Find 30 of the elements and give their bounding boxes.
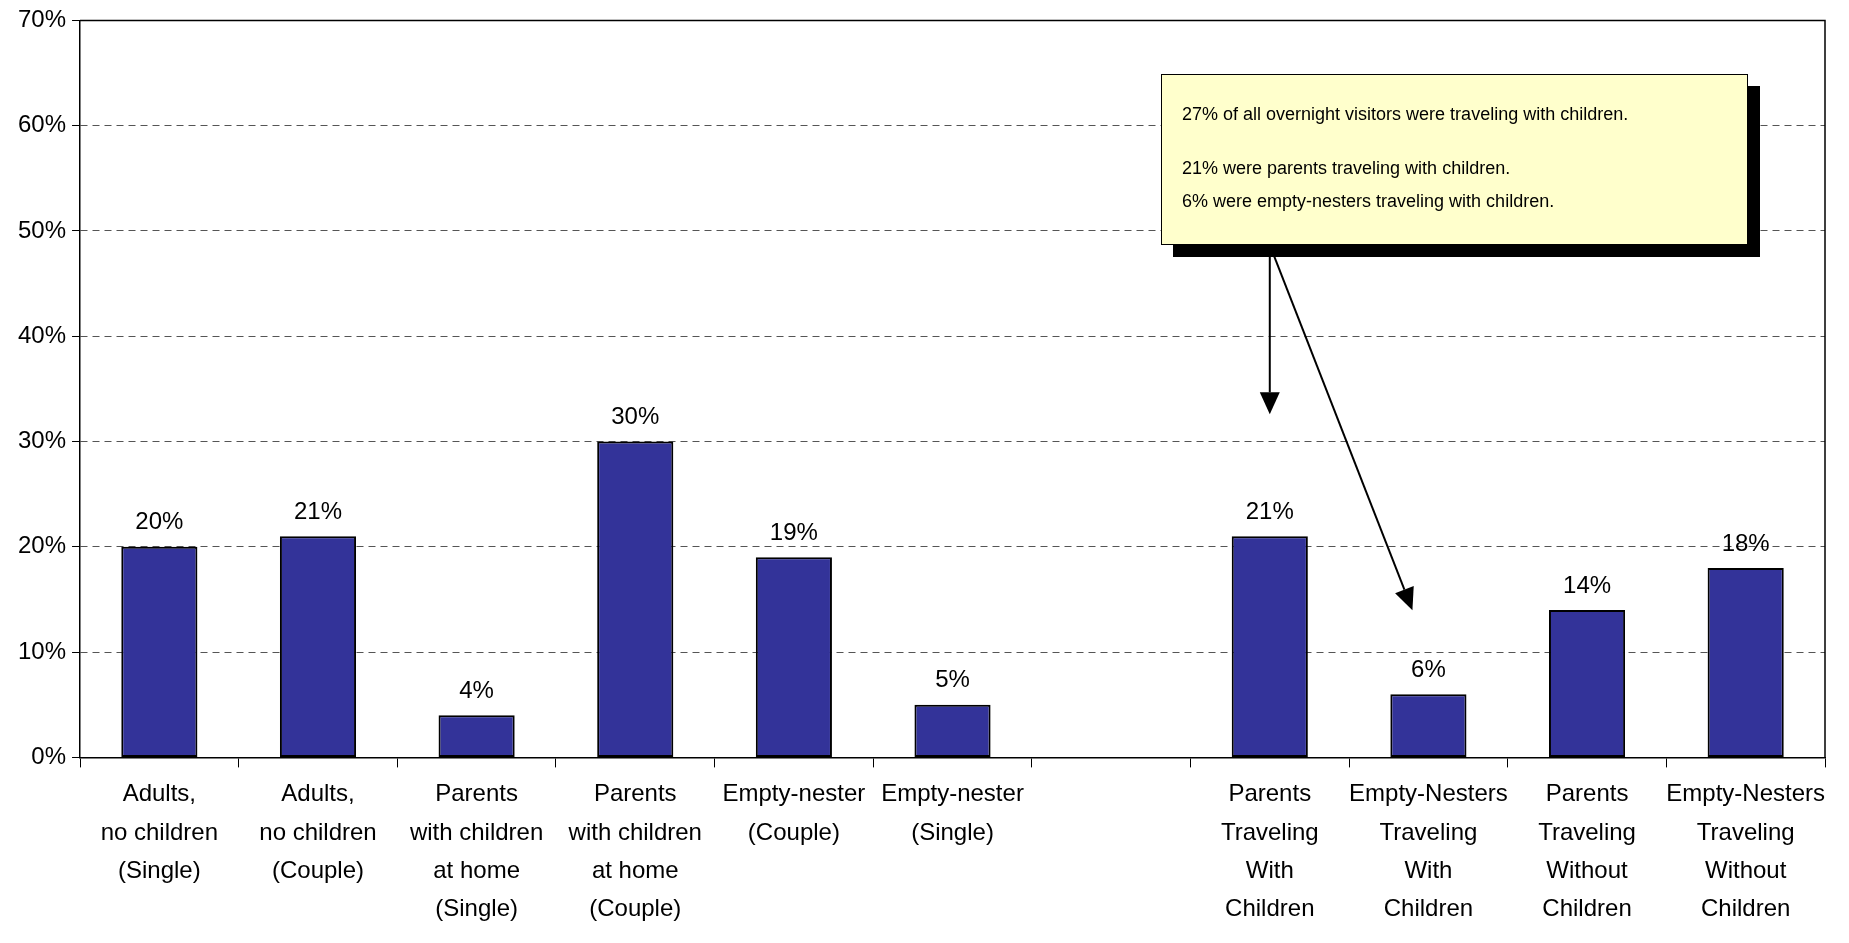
data-label: 18%	[1721, 528, 1770, 556]
data-label: 20%	[135, 507, 184, 535]
annotation: 27% of all overnight visitors were traveling with children.	[1182, 103, 1630, 126]
y-tick-label: 70%	[17, 5, 67, 33]
data-label: 19%	[769, 517, 818, 545]
y-tick-label: 20%	[17, 531, 67, 559]
x-tick-label: Empty-nester (Couple)	[722, 779, 866, 845]
x-tick-label: Empty-nester (Single)	[881, 779, 1024, 845]
data-label: 14%	[1563, 570, 1612, 598]
y-tick-label: 50%	[17, 215, 67, 243]
y-tick-label: 30%	[17, 426, 67, 454]
x-tick-label: Adults, no children (Couple)	[259, 779, 377, 884]
x-tick-label: Parents Traveling Without Children	[1538, 779, 1636, 922]
data-label: 5%	[935, 665, 970, 693]
y-tick-label: 60%	[17, 110, 67, 138]
x-tick-label: Parents with children at home (Single)	[408, 779, 544, 922]
y-tick-label: 10%	[17, 636, 67, 664]
data-label: 21%	[293, 496, 343, 524]
annotation: 21% were parents traveling with children. 6% were empty-nesters traveling with children.	[1182, 157, 1556, 213]
x-tick-label: Adults, no children (Single)	[100, 779, 219, 884]
x-tick-label: Parents with children at home (Couple)	[567, 779, 702, 922]
data-label: 6%	[1411, 654, 1446, 682]
y-tick-label: 40%	[17, 320, 67, 348]
data-label: 21%	[1245, 496, 1294, 524]
y-tick-label: 0%	[31, 742, 67, 770]
data-label: 4%	[459, 675, 494, 703]
x-tick-label: Empty-Nesters Traveling Without Children	[1666, 779, 1826, 922]
x-tick-label: Parents Traveling With Children	[1220, 779, 1319, 922]
x-tick-label: Empty-Nesters Traveling With Children	[1349, 779, 1508, 922]
data-label: 30%	[611, 402, 660, 430]
